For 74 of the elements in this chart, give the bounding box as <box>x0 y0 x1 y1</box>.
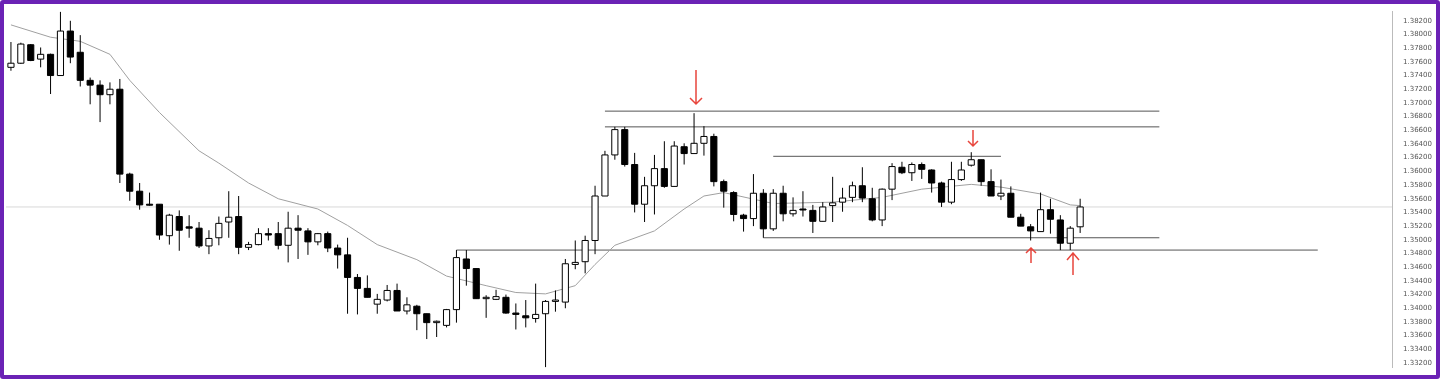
candlestick <box>898 161 906 175</box>
candlestick <box>195 221 203 249</box>
candlestick <box>957 161 965 182</box>
candlestick <box>848 181 857 203</box>
candlestick <box>858 166 866 203</box>
candlestick <box>37 46 45 68</box>
candlestick <box>324 231 332 253</box>
candlestick <box>819 201 827 222</box>
candlestick <box>551 289 560 313</box>
candlestick <box>987 168 995 197</box>
candlestick <box>482 294 490 319</box>
candlestick <box>96 79 104 123</box>
candlestick <box>136 182 144 211</box>
candlestick <box>997 179 1005 201</box>
candlestick <box>868 187 876 222</box>
candlestick <box>809 204 817 234</box>
candlestick <box>492 289 500 301</box>
candlestick <box>304 227 312 256</box>
candlestick <box>502 294 510 315</box>
candlestick <box>838 187 847 213</box>
candlestick <box>512 302 520 330</box>
candlestick <box>7 41 15 72</box>
candlestick <box>205 229 213 255</box>
candlestick <box>1007 185 1015 218</box>
candlestick <box>947 161 956 205</box>
candlestick <box>284 211 292 263</box>
candlestick <box>1056 214 1064 251</box>
candlestick <box>829 176 837 223</box>
candlestick <box>225 190 233 239</box>
candlestick <box>581 235 589 274</box>
candlestick <box>640 176 649 223</box>
candlestick <box>46 53 55 95</box>
candlestick <box>532 283 540 324</box>
candlestick <box>175 209 183 252</box>
candlestick <box>977 159 985 187</box>
candlestick <box>363 274 371 298</box>
candlestick <box>185 214 193 239</box>
candlestick <box>908 161 916 182</box>
candlestick <box>650 154 659 215</box>
candlestick <box>215 216 223 246</box>
candlestick <box>343 237 352 315</box>
candlestick <box>522 299 530 328</box>
candlestick <box>799 190 807 218</box>
candlestick <box>1036 192 1045 233</box>
candlestick <box>274 221 282 250</box>
candlestick <box>541 299 550 368</box>
candlestick <box>423 313 431 340</box>
candlestick <box>334 244 342 270</box>
candlestick <box>86 77 94 105</box>
candlestick <box>462 249 470 287</box>
candlestick <box>353 273 362 315</box>
candlestick <box>1076 198 1084 234</box>
candlestick <box>165 213 173 246</box>
candlestick <box>373 293 381 315</box>
candlestick <box>937 181 946 208</box>
candlestick <box>730 190 738 222</box>
candlestick <box>700 125 708 157</box>
candlestick <box>660 140 668 189</box>
candlestick <box>393 283 401 312</box>
candlestick <box>779 185 787 222</box>
candlestick <box>294 214 302 260</box>
candlestick <box>1046 198 1055 235</box>
candlestick <box>571 239 579 270</box>
candlestick <box>106 81 114 105</box>
candlestick <box>126 172 134 202</box>
candlestick <box>928 168 936 194</box>
candlestick <box>720 179 728 209</box>
candlestick <box>888 162 896 201</box>
candlestick <box>680 142 688 166</box>
candlestick <box>789 196 797 218</box>
candlestick <box>1066 225 1074 251</box>
candlestick <box>413 304 421 331</box>
candlestick <box>403 296 411 315</box>
candlestick <box>690 112 698 155</box>
